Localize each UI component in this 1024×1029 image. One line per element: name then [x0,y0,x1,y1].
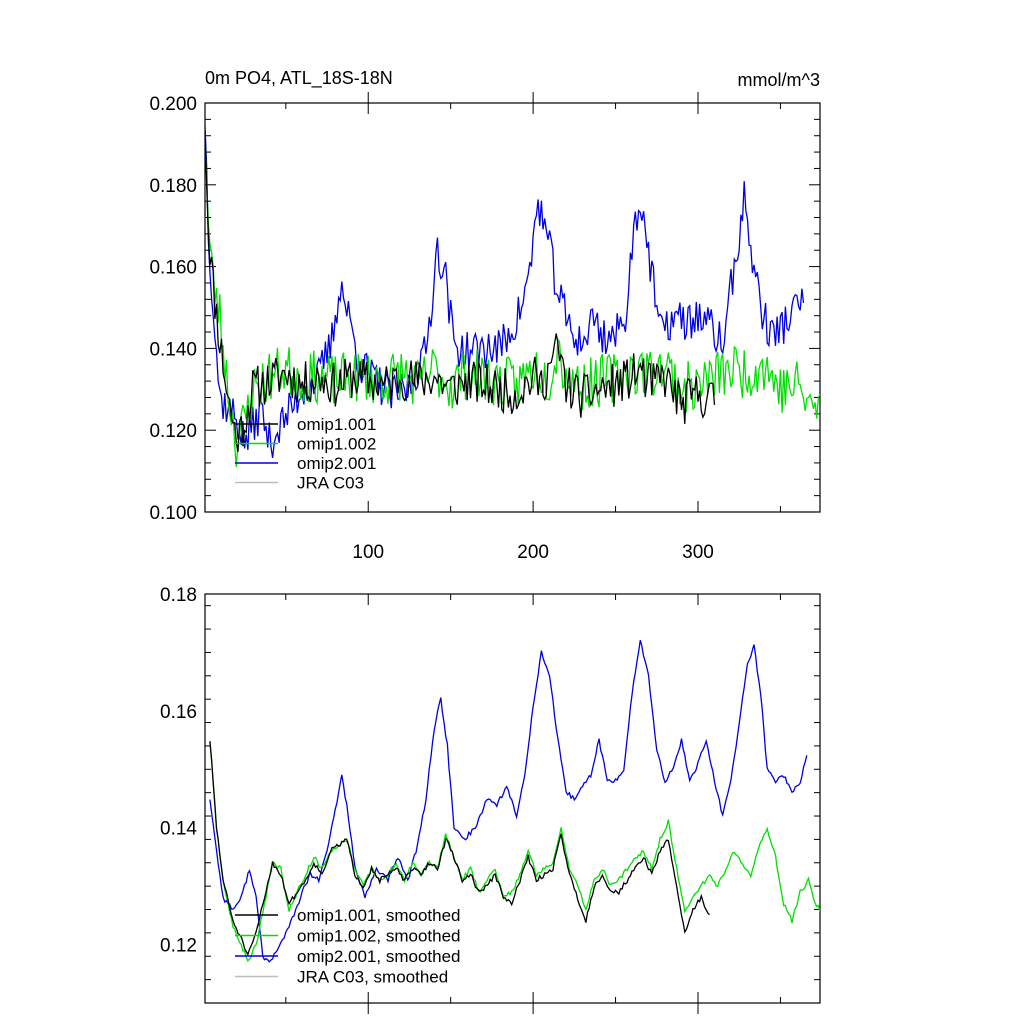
y-tick-label: 0.18 [160,585,197,606]
bottom-axis-ticks: 0.12 0.14 0.16 0.18 [160,585,820,1014]
legend-label: omip1.002 [297,435,376,454]
series-line-omip1_002 [209,741,820,963]
x-tick-label: 200 [517,542,549,563]
y-tick-label: 0.200 [149,94,197,115]
bottom-series-group [209,640,820,963]
top-plot-frame [204,102,821,513]
legend-label: omip1.001 [297,415,376,434]
top-series-group [205,125,820,467]
legend-label: omip1.001, smoothed [297,906,461,925]
x-tick-label: 100 [352,542,384,563]
panel-title: 0m PO4, ATL_18S-18N [205,68,393,89]
y-tick-label: 0.160 [149,258,197,279]
units-label: mmol/m^3 [738,70,820,90]
series-line-omip1_001 [209,741,710,957]
series-line-omip1_001 [205,130,716,453]
y-tick-label: 0.14 [160,819,197,840]
y-tick-label: 0.180 [149,176,197,197]
legend-label: JRA C03, smoothed [297,968,448,987]
y-tick-label: 0.16 [160,702,197,723]
legend-label: omip2.001, smoothed [297,947,461,966]
y-tick-label: 0.100 [149,503,197,524]
legend-label: omip2.001 [297,454,376,473]
legend-label: JRA C03 [297,474,364,493]
bottom-plot-frame [204,593,821,1004]
series-line-omip2_001 [205,125,805,458]
bottom-panel: 0.120.140.160.18 omip1.001, smoothedomip… [160,585,821,1014]
y-tick-label: 0.120 [149,421,197,442]
x-tick-label: 300 [682,542,714,563]
y-tick-label: 0.140 [149,339,197,360]
y-tick-label: 0.12 [160,936,197,957]
top-axis-ticks: 0.100 0.120 0.140 0.160 0.180 0.200 100 200 300 [149,92,820,563]
legend-label: omip1.002, smoothed [297,927,461,946]
bottom-legend: omip1.001, smoothed omip1.002, smoothedom… [235,906,461,987]
